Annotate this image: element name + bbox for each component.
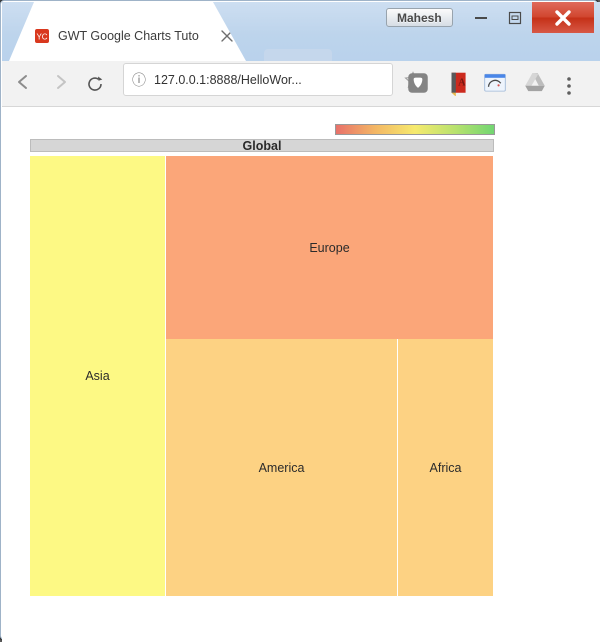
svg-text:YC: YC	[36, 33, 47, 42]
svg-text:A: A	[458, 78, 466, 89]
